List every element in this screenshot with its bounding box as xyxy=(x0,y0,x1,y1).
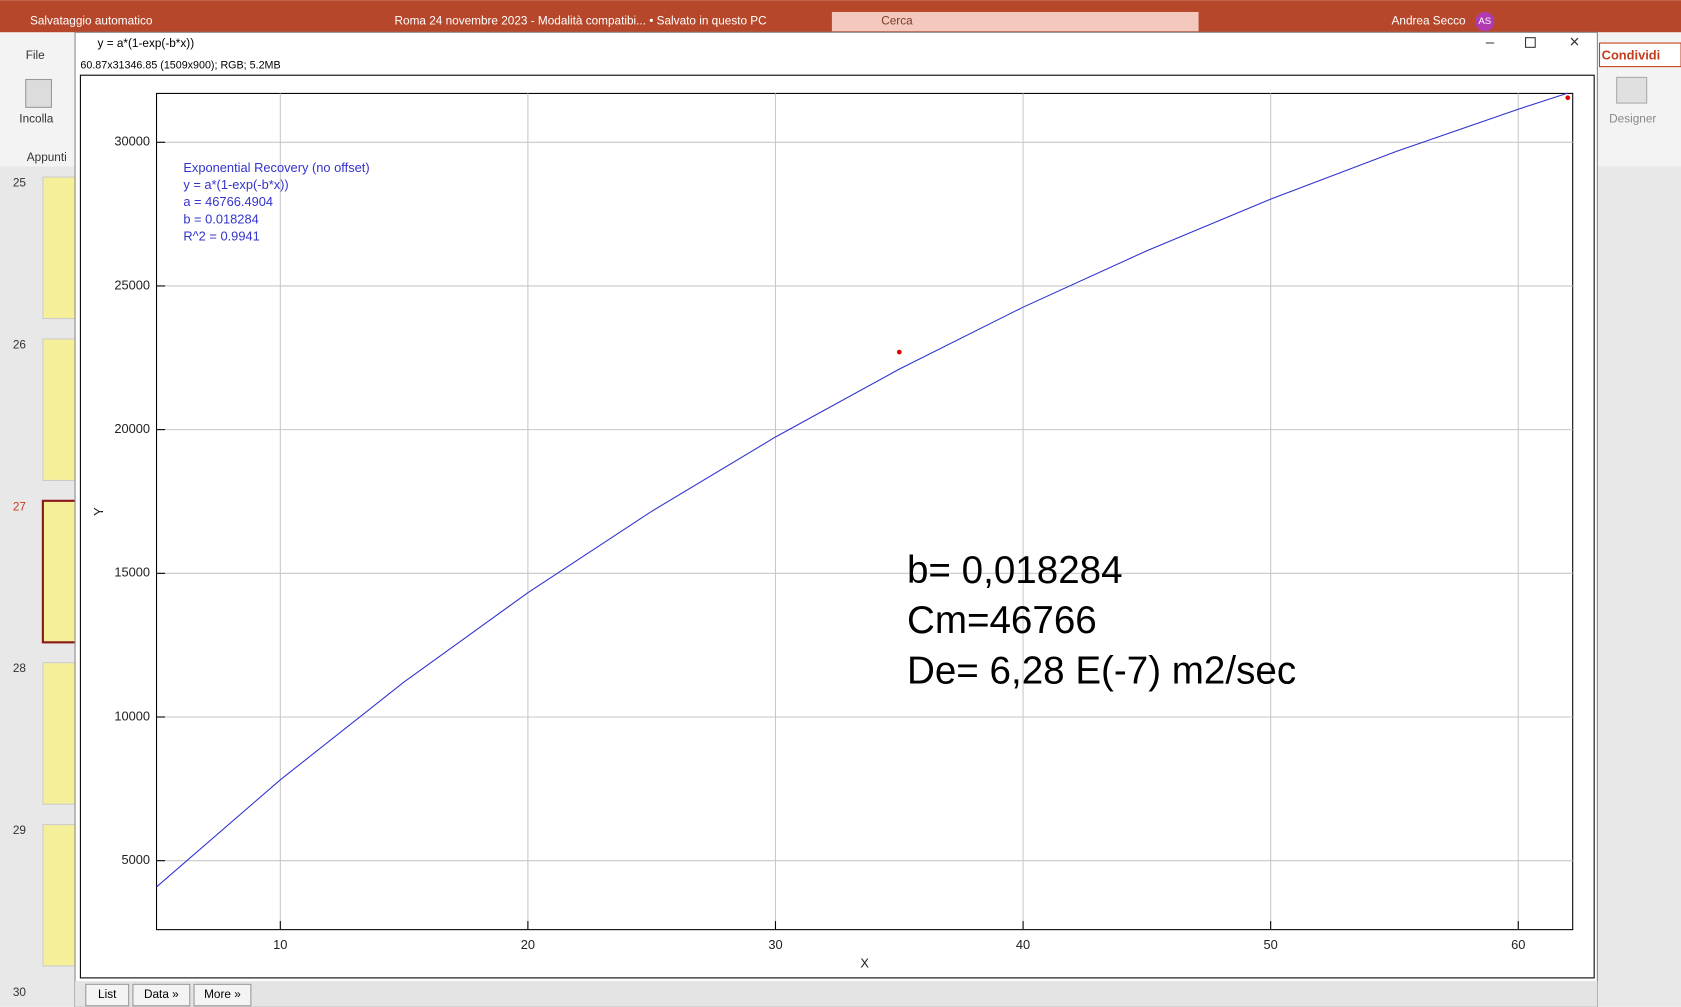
y-axis-label: Y xyxy=(91,507,106,516)
slide-number: 29 xyxy=(13,824,26,837)
slide-thumbnail[interactable] xyxy=(43,177,77,319)
paste[interactable]: Incolla xyxy=(19,112,54,125)
button-label[interactable]: Data » xyxy=(144,988,179,1001)
slide-number: 26 xyxy=(13,338,27,351)
close[interactable]: × xyxy=(1570,32,1580,52)
annotation: De= 6,28 E(-7) m2/sec xyxy=(907,650,1296,693)
x-tick-label: 20 xyxy=(521,937,535,952)
x-tick-label: 40 xyxy=(1016,937,1030,952)
data-point xyxy=(1565,95,1570,100)
fit-result: y = a*(1-exp(-b*x)) xyxy=(183,177,288,192)
initials: AS xyxy=(1478,16,1491,27)
annotation: b= 0,018284 xyxy=(907,549,1123,592)
x-tick-label: 50 xyxy=(1264,937,1278,952)
y-tick-label: 25000 xyxy=(114,277,150,292)
paste-icon[interactable] xyxy=(26,79,52,107)
designer[interactable]: Designer xyxy=(1609,112,1656,125)
plot-frame xyxy=(80,75,1594,978)
search[interactable]: Cerca xyxy=(881,15,913,28)
fit-result: Exponential Recovery (no offset) xyxy=(183,160,369,175)
fit-result: a = 46766.4904 xyxy=(183,194,273,209)
autosave[interactable]: Salvataggio automatico xyxy=(30,15,153,28)
data-point xyxy=(897,350,902,355)
slide-thumbnail[interactable] xyxy=(43,825,77,967)
screen: Salvataggio automatico Roma 24 novembre … xyxy=(0,0,1681,1007)
x-tick-label: 30 xyxy=(768,937,782,952)
share[interactable]: Condividi xyxy=(1602,47,1661,62)
fit-result: b = 0.018284 xyxy=(183,211,258,226)
annotation: Cm=46766 xyxy=(907,599,1097,642)
slide-thumbnail[interactable] xyxy=(43,501,77,643)
minimize[interactable]: – xyxy=(1486,34,1495,51)
clipboard-group: Appunti xyxy=(27,151,67,164)
slide-number: 30 xyxy=(13,986,27,999)
slide-thumbnail[interactable] xyxy=(43,663,77,805)
button-label[interactable]: List xyxy=(98,988,117,1001)
y-tick-label: 30000 xyxy=(114,134,150,149)
slide-number: 25 xyxy=(13,177,27,190)
button-label[interactable]: More » xyxy=(204,988,241,1001)
slide-thumbnail[interactable] xyxy=(43,339,77,481)
button-bar xyxy=(75,981,1597,1007)
x-tick-label: 10 xyxy=(273,937,287,952)
file-tab[interactable]: File xyxy=(26,49,45,62)
y-tick-label: 5000 xyxy=(121,852,150,867)
y-tick-label: 10000 xyxy=(114,708,150,723)
x-tick-label: 60 xyxy=(1511,937,1525,952)
user-name: Andrea Secco xyxy=(1392,15,1466,28)
image-info: 60.87x31346.85 (1509x900); RGB; 5.2MB xyxy=(80,59,280,71)
slide-number: 28 xyxy=(13,662,27,675)
y-tick-label: 20000 xyxy=(114,421,150,436)
page: {"app": {"autosave": "Salvataggio automa… xyxy=(0,0,1681,1007)
document-title: Roma 24 novembre 2023 - Modalità compati… xyxy=(395,15,768,28)
y-tick-label: 15000 xyxy=(114,565,150,580)
designer-icon[interactable] xyxy=(1617,77,1647,103)
slide-number: 27 xyxy=(13,500,26,513)
right-panel xyxy=(1597,166,1681,1007)
x-axis-label: X xyxy=(860,955,869,970)
fit-result: R^2 = 0.9941 xyxy=(183,228,259,243)
window-title: y = a*(1-exp(-b*x)) xyxy=(98,37,195,50)
